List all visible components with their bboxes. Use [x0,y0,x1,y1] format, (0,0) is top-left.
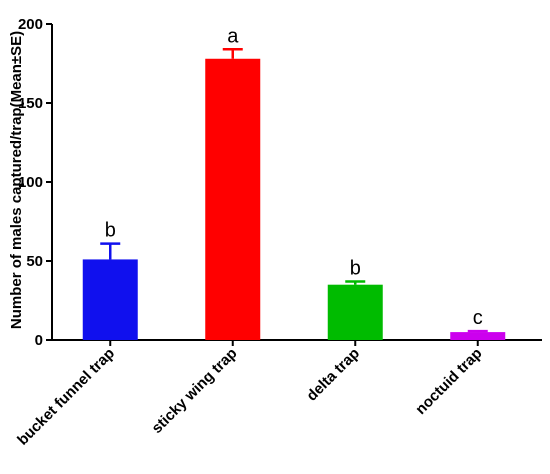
significance-label: c [473,307,483,329]
significance-label: b [105,220,116,242]
x-tick-label: bucket funnel trap [14,345,118,449]
bar [82,259,138,340]
bar [450,332,506,340]
bars [82,48,506,340]
significance-label: a [227,25,239,47]
x-tick-label: sticky wing trap [148,345,240,437]
y-tick-label: 150 [18,95,43,112]
bar [327,284,383,340]
x-tick-label: delta trap [303,345,363,405]
y-tick-label: 200 [18,16,43,33]
bar [205,58,261,340]
y-tick-label: 100 [18,174,43,191]
y-axis-title: Number of males captured/trap(Mean±SE) [8,31,25,329]
y-tick-label: 0 [35,332,43,349]
x-tick-label: noctuid trap [412,345,485,418]
significance-label: b [350,258,361,280]
y-tick-label: 50 [26,253,43,270]
